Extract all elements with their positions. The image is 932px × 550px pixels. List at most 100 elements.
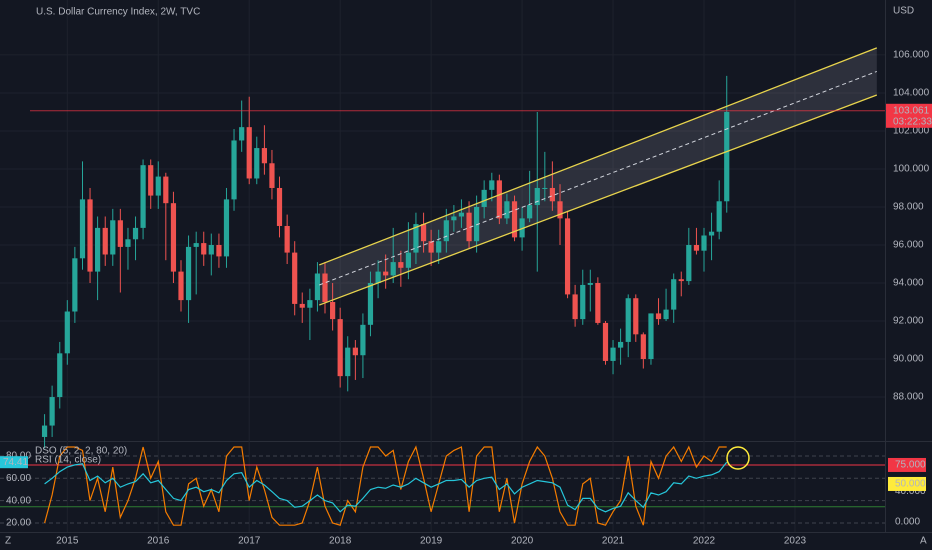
candle-body	[496, 180, 502, 219]
x-tick-label: 2021	[602, 536, 625, 547]
candle-body	[678, 279, 684, 282]
candle-body	[451, 216, 457, 221]
y2-tick-label: 0.000	[895, 517, 920, 528]
candle-body	[178, 271, 184, 301]
price-badge	[886, 103, 932, 128]
y-tick-label: 20.00	[6, 518, 31, 529]
candle-body	[413, 224, 419, 253]
candle-body	[587, 283, 593, 285]
candle-body	[155, 176, 161, 196]
candle-body	[193, 243, 199, 247]
y-tick-label: 106.000	[893, 50, 930, 61]
x-tick-label: 2020	[511, 536, 534, 547]
candle-body	[481, 189, 487, 207]
candle-body	[87, 199, 93, 272]
candle-body	[261, 148, 268, 164]
candle-body	[299, 303, 305, 308]
candle-body	[420, 224, 427, 242]
x-tick-label: 2016	[147, 536, 170, 547]
candle-body	[564, 218, 571, 295]
candle-body	[231, 140, 237, 200]
candle-body	[474, 206, 480, 242]
candle-body	[367, 283, 374, 325]
y-tick-label: 104.000	[893, 88, 930, 99]
candle-body	[663, 309, 669, 320]
candle-body	[64, 311, 70, 354]
level-label: 50.000	[895, 479, 926, 490]
highlight-circle	[726, 446, 750, 470]
candle-body	[519, 218, 525, 238]
candle-body	[504, 201, 510, 219]
candle-body	[701, 235, 707, 251]
series-line	[44, 461, 728, 513]
candle-body	[163, 176, 169, 204]
series-line	[44, 445, 727, 526]
candle-body	[511, 201, 518, 238]
candle-body	[436, 241, 442, 253]
candle-body	[398, 262, 404, 268]
candle-body	[405, 252, 411, 268]
price-label: 103.061	[893, 105, 930, 116]
axis-button: Z	[5, 536, 11, 547]
candle-body	[322, 273, 328, 303]
candle-body	[527, 205, 533, 219]
candle-body	[246, 127, 252, 179]
candle-body	[132, 227, 139, 240]
countdown-label: 03:22:33	[893, 116, 932, 127]
candle-body	[94, 227, 101, 272]
y-tick-label: 94.000	[893, 278, 924, 289]
candle-body	[72, 258, 78, 312]
level-badge	[888, 476, 926, 491]
candle-body	[693, 244, 700, 251]
value-badge	[0, 456, 28, 469]
candle-body	[708, 231, 715, 236]
channel-upper	[319, 47, 878, 266]
candle-body	[117, 220, 123, 247]
candle-body	[390, 262, 396, 276]
y-tick-label: 92.000	[893, 316, 924, 327]
candle-body	[595, 283, 601, 323]
y-tick-label: 100.000	[893, 164, 930, 175]
candle-body	[617, 341, 624, 348]
candle-body	[724, 111, 730, 202]
candle-body	[580, 284, 586, 320]
x-tick-label: 2022	[693, 536, 716, 547]
candle-body	[307, 300, 313, 308]
x-tick-label: 2017	[238, 536, 261, 547]
candle-body	[170, 203, 177, 272]
candle-body	[534, 187, 540, 206]
candle-body	[148, 165, 154, 196]
candle-body	[610, 347, 616, 361]
candle-body	[542, 187, 548, 189]
x-tick-label: 2015	[56, 536, 79, 547]
candle-body	[443, 220, 449, 242]
candle-body	[110, 220, 116, 255]
candle-body	[383, 271, 389, 276]
candle-body	[549, 187, 555, 202]
candle-body	[201, 243, 207, 255]
candle-body	[375, 271, 381, 284]
candle-body	[284, 225, 290, 253]
value-label: 74.41	[3, 457, 28, 468]
chart-title: U.S. Dollar Currency Index, 2W, TVC	[36, 7, 200, 18]
candle-body	[239, 127, 245, 141]
y-tick-label: 90.000	[893, 354, 924, 365]
candle-body	[254, 148, 260, 179]
candle-body	[428, 241, 434, 253]
candle-body	[458, 212, 465, 217]
candle-body	[125, 239, 131, 247]
candle-body	[102, 227, 108, 255]
channel-mid	[319, 70, 877, 286]
candle-body	[489, 180, 495, 190]
candle-body	[223, 199, 230, 257]
x-tick-label: 2018	[329, 536, 352, 547]
x-tick-label: 2019	[420, 536, 443, 547]
axis-button: A	[920, 536, 927, 547]
y-tick-label: 102.000	[893, 126, 930, 137]
candle-body	[314, 273, 321, 301]
x-tick-label: 2023	[784, 536, 807, 547]
candle-body	[716, 201, 722, 232]
